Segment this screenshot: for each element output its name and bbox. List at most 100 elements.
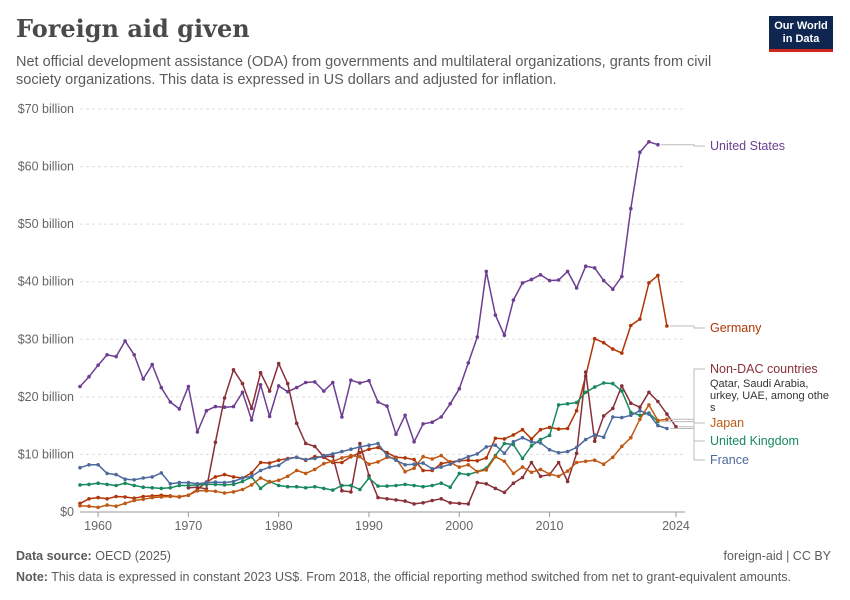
data-point-japan: [267, 480, 272, 484]
data-point-united-states: [520, 281, 525, 285]
connector-germany: [669, 325, 705, 329]
data-point-france: [349, 447, 353, 452]
data-point-united-kingdom: [186, 483, 191, 488]
data-point-non-dac-countries: [267, 389, 272, 393]
data-point-non-dac-countries: [448, 501, 453, 505]
x-tick-label: 1970: [174, 519, 202, 533]
data-point-non-dac-countries: [376, 495, 380, 500]
data-point-japan: [493, 454, 498, 459]
data-point-united-states: [466, 361, 471, 365]
source-label: Data source:: [16, 549, 92, 563]
data-point-united-states: [195, 430, 200, 434]
data-point-non-dac-countries: [529, 460, 534, 465]
data-point-united-states: [448, 402, 453, 406]
data-point-united-states: [168, 400, 173, 404]
data-point-united-kingdom: [565, 402, 570, 406]
data-point-france: [665, 426, 669, 431]
data-point-united-states: [132, 353, 136, 357]
data-point-united-states: [249, 418, 254, 422]
data-point-non-dac-countries: [294, 421, 299, 426]
data-point-non-dac-countries: [611, 406, 615, 411]
data-point-united-states: [159, 385, 164, 390]
data-point-united-kingdom: [132, 483, 136, 488]
data-point-united-states: [349, 378, 353, 383]
data-point-france: [475, 452, 480, 456]
source-value[interactable]: OECD (2025): [95, 549, 171, 563]
data-point-germany: [565, 426, 570, 431]
data-point-japan: [376, 460, 380, 464]
footer-license[interactable]: foreign-aid | CC BY: [723, 549, 831, 563]
data-point-united-kingdom: [574, 400, 579, 405]
data-point-united-states: [629, 206, 633, 211]
connector-france: [669, 428, 705, 461]
data-point-united-states: [385, 404, 389, 408]
data-point-united-kingdom: [620, 389, 624, 393]
data-point-france: [502, 451, 507, 456]
data-point-united-states: [439, 415, 444, 419]
series-label-united-states: United States: [710, 139, 785, 153]
data-point-non-dac-countries: [592, 439, 597, 444]
data-point-japan: [611, 455, 615, 460]
data-point-germany: [511, 433, 516, 437]
footer-note: Note: This data is expressed in constant…: [16, 570, 836, 584]
data-point-united-states: [303, 380, 308, 385]
data-point-united-states: [141, 377, 145, 381]
data-point-united-states: [87, 374, 91, 379]
data-point-japan: [421, 454, 425, 459]
data-point-united-kingdom: [349, 483, 353, 488]
data-point-united-states: [213, 404, 218, 409]
y-tick-label: $30 billion: [18, 332, 74, 346]
data-point-non-dac-countries: [647, 390, 651, 395]
data-point-united-kingdom: [331, 488, 335, 492]
data-point-non-dac-countries: [511, 481, 516, 486]
x-tick-label: 1980: [265, 519, 293, 533]
data-point-france: [629, 413, 633, 418]
data-point-united-states: [511, 298, 516, 302]
data-point-germany: [123, 495, 127, 499]
data-point-non-dac-countries: [213, 440, 218, 445]
owid-logo[interactable]: Our World in Data: [769, 16, 833, 52]
data-point-united-kingdom: [547, 433, 552, 438]
data-point-japan: [601, 462, 606, 467]
data-point-non-dac-countries: [412, 502, 416, 506]
data-point-france: [322, 453, 326, 458]
data-point-united-states: [294, 385, 299, 390]
data-point-germany: [466, 458, 471, 463]
data-point-japan: [114, 504, 118, 509]
data-point-france: [159, 471, 164, 475]
data-point-japan: [638, 417, 642, 422]
data-point-france: [231, 479, 236, 484]
data-point-non-dac-countries: [240, 381, 245, 386]
data-point-france: [493, 443, 498, 448]
data-point-united-kingdom: [403, 482, 407, 487]
data-point-united-states: [114, 354, 118, 359]
data-point-japan: [195, 488, 200, 493]
data-point-germany: [556, 427, 561, 431]
data-point-france: [331, 452, 335, 456]
data-point-non-dac-countries: [565, 479, 570, 484]
data-point-japan: [186, 493, 191, 498]
data-point-united-kingdom: [231, 482, 236, 487]
y-tick-label: $0: [60, 505, 74, 519]
data-point-japan: [331, 459, 335, 464]
data-point-germany: [439, 461, 444, 466]
data-point-united-kingdom: [240, 479, 245, 484]
data-point-united-states: [601, 278, 606, 283]
data-point-united-kingdom: [258, 486, 263, 491]
data-point-united-kingdom: [96, 481, 100, 486]
data-point-france: [303, 457, 308, 462]
data-point-germany: [647, 281, 651, 285]
data-point-non-dac-countries: [466, 502, 471, 506]
data-point-united-states: [258, 383, 263, 387]
data-point-france: [105, 471, 109, 476]
data-point-france: [168, 482, 173, 486]
y-axis-ticks: $0 $10 billion $20 billion $30 billion $40 b…: [18, 102, 74, 519]
data-point-non-dac-countries: [303, 441, 308, 446]
data-point-france: [638, 408, 642, 413]
data-point-japan: [565, 469, 570, 473]
data-point-japan: [403, 469, 407, 474]
data-point-japan: [123, 501, 127, 506]
data-point-united-kingdom: [538, 437, 543, 442]
data-point-germany: [249, 471, 254, 475]
